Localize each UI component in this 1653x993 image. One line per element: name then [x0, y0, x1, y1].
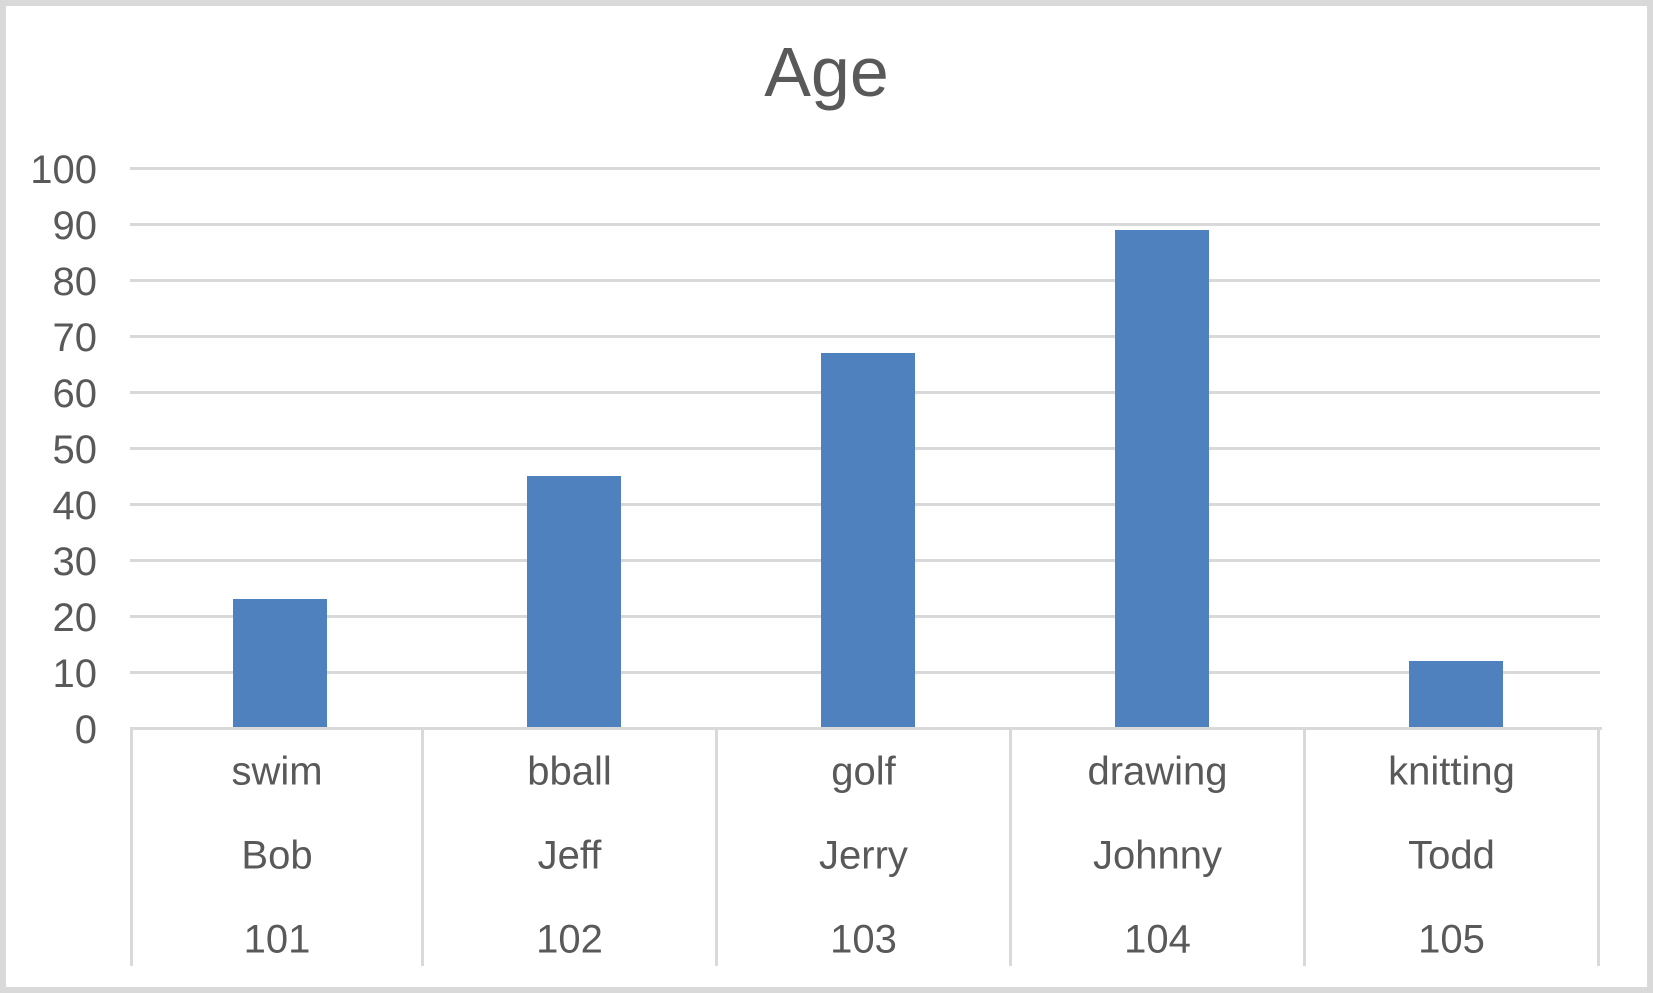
category-column-knitting: knitting Todd 105	[1306, 730, 1600, 966]
category-cell-row3-drawing: 104	[1124, 917, 1191, 962]
y-axis: 0 10 20 30 40 50 60 70 80 90 100	[0, 0, 97, 993]
y-tick-label-30: 30	[52, 540, 98, 584]
bar-golf[interactable]	[821, 353, 915, 728]
y-tick-label-80: 80	[52, 260, 98, 304]
y-tick-label-50: 50	[52, 428, 98, 472]
category-cell-row3-knitting: 105	[1418, 917, 1485, 962]
category-cell-row3-bball: 102	[536, 917, 603, 962]
y-tick-label-20: 20	[52, 596, 98, 640]
gridline-y-80	[130, 279, 1600, 282]
chart-title: Age	[764, 33, 889, 111]
category-column-golf: golf Jerry 103	[718, 730, 1012, 966]
category-cell-row1-golf: golf	[831, 749, 896, 794]
category-cell-row2-drawing: Johnny	[1093, 833, 1222, 878]
category-column-bball: bball Jeff 102	[424, 730, 718, 966]
category-column-swim: swim Bob 101	[130, 730, 424, 966]
category-cell-row2-knitting: Todd	[1408, 833, 1495, 878]
category-cell-row1-swim: swim	[231, 749, 323, 794]
y-tick-label-0: 0	[74, 708, 97, 752]
gridline-y-70	[130, 335, 1600, 338]
x-axis-line	[130, 727, 1602, 730]
category-cell-row3-swim: 101	[243, 917, 311, 962]
category-cell-row2-swim: Bob	[241, 833, 313, 878]
category-cell-row2-bball: Jeff	[537, 833, 602, 878]
bar-swim[interactable]	[233, 599, 327, 728]
category-cell-row1-bball: bball	[527, 749, 612, 794]
y-tick-label-70: 70	[52, 316, 98, 360]
y-tick-label-60: 60	[52, 372, 98, 416]
y-tick-label-90: 90	[52, 204, 98, 248]
plot-area	[130, 167, 1600, 728]
category-cell-row1-knitting: knitting	[1388, 749, 1515, 794]
bar-bball[interactable]	[527, 476, 621, 728]
bar-drawing[interactable]	[1115, 230, 1209, 728]
category-cell-row2-golf: Jerry	[819, 833, 908, 878]
category-cell-row3-golf: 103	[830, 917, 897, 962]
category-cell-row1-drawing: drawing	[1087, 749, 1228, 794]
y-tick-label-100: 100	[30, 148, 97, 192]
category-column-drawing: drawing Johnny 104	[1012, 730, 1306, 966]
y-tick-label-10: 10	[52, 652, 98, 696]
gridline-y-90	[130, 223, 1600, 226]
bar-knitting[interactable]	[1409, 661, 1503, 728]
y-tick-label-40: 40	[52, 484, 98, 528]
gridline-y-100	[130, 167, 1600, 170]
x-axis-category-table: swim Bob 101 bball Jeff 102 golf Jerry 103 drawin…	[130, 730, 1600, 966]
